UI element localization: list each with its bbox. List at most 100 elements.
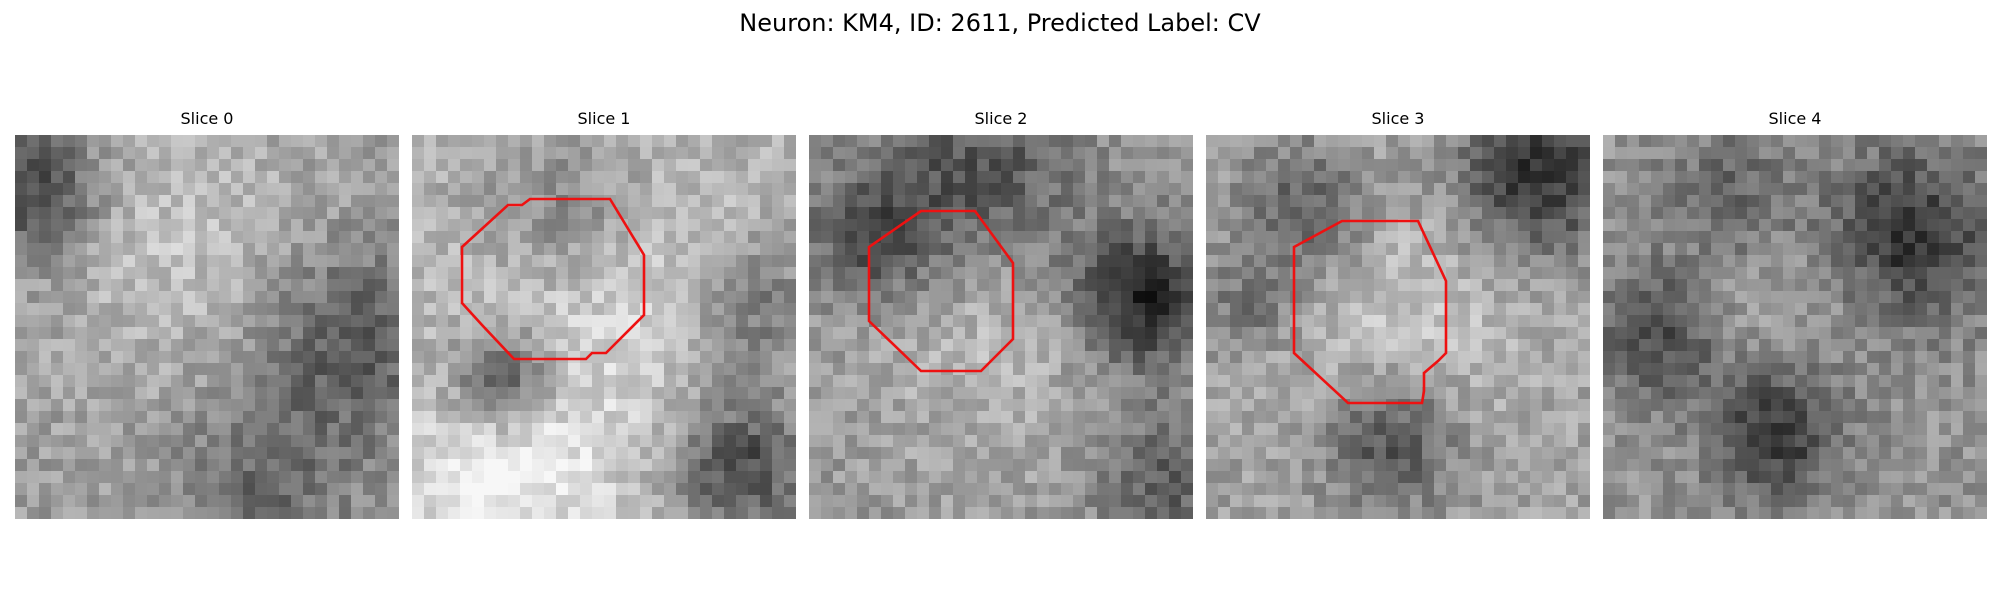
pixel [351, 387, 364, 400]
pixel [279, 219, 292, 232]
pixel [1939, 351, 1952, 364]
pixel [628, 471, 641, 484]
pixel [1470, 243, 1483, 256]
pixel [87, 495, 100, 508]
pixel [436, 399, 449, 412]
pixel [1494, 171, 1507, 184]
pixel [1386, 459, 1399, 472]
pixel [412, 147, 425, 160]
pixel [99, 483, 112, 496]
pixel [1939, 375, 1952, 388]
pixel [941, 447, 954, 460]
pixel [207, 159, 220, 172]
pixel [652, 327, 665, 340]
pixel [821, 423, 834, 436]
pixel [809, 183, 822, 196]
pixel [580, 471, 593, 484]
pixel [1085, 183, 1098, 196]
pixel [1915, 423, 1928, 436]
pixel [15, 339, 28, 352]
pixel [833, 147, 846, 160]
pixel [1927, 255, 1940, 268]
pixel [1326, 435, 1339, 448]
pixel [664, 435, 677, 448]
pixel [412, 447, 425, 460]
pixel [748, 435, 761, 448]
pixel [111, 375, 124, 388]
pixel [917, 327, 930, 340]
pixel [1494, 375, 1507, 388]
pixel [893, 375, 906, 388]
pixel [135, 207, 148, 220]
pixel [291, 471, 304, 484]
pixel [1542, 363, 1555, 376]
pixel [1951, 423, 1964, 436]
pixel [1073, 243, 1086, 256]
pixel [1001, 327, 1014, 340]
pixel [1145, 315, 1158, 328]
pixel [676, 315, 689, 328]
pixel [676, 435, 689, 448]
pixel [1037, 483, 1050, 496]
pixel [1278, 279, 1291, 292]
pixel [1266, 219, 1279, 232]
pixel [845, 279, 858, 292]
pixel [39, 363, 52, 376]
pixel [87, 147, 100, 160]
pixel [1037, 375, 1050, 388]
pixel [279, 411, 292, 424]
pixel [1025, 507, 1038, 519]
pixel [857, 423, 870, 436]
pixel [568, 171, 581, 184]
pixel [1783, 135, 1796, 148]
pixel [171, 483, 184, 496]
pixel [809, 423, 822, 436]
pixel [1314, 159, 1327, 172]
pixel [159, 447, 172, 460]
pixel [1518, 339, 1531, 352]
pixel [520, 387, 533, 400]
pixel [1723, 255, 1736, 268]
slice-title-4: Slice 4 [1768, 109, 1822, 128]
pixel [1386, 471, 1399, 484]
pixel [1037, 327, 1050, 340]
pixel [1278, 459, 1291, 472]
pixel [821, 159, 834, 172]
pixel [1759, 267, 1772, 280]
pixel [1795, 183, 1808, 196]
pixel [1025, 375, 1038, 388]
pixel [724, 279, 737, 292]
pixel [772, 363, 785, 376]
pixel [628, 387, 641, 400]
pixel [1494, 399, 1507, 412]
pixel [1410, 507, 1423, 519]
pixel [712, 339, 725, 352]
pixel [604, 423, 617, 436]
pixel [592, 279, 605, 292]
pixel [640, 147, 653, 160]
pixel [363, 339, 376, 352]
pixel [1530, 351, 1543, 364]
pixel [1169, 303, 1182, 316]
pixel [748, 279, 761, 292]
slice-image-4 [1603, 135, 1987, 519]
pixel [616, 291, 629, 304]
pixel [1434, 471, 1447, 484]
pixel [63, 351, 76, 364]
pixel [1386, 387, 1399, 400]
pixel [15, 135, 28, 148]
pixel [592, 339, 605, 352]
pixel [412, 399, 425, 412]
pixel [977, 507, 990, 519]
pixel [821, 231, 834, 244]
pixel [363, 219, 376, 232]
pixel [1759, 291, 1772, 304]
pixel [1735, 363, 1748, 376]
pixel [183, 435, 196, 448]
pixel [1302, 267, 1315, 280]
pixel [556, 171, 569, 184]
pixel [1302, 291, 1315, 304]
pixel [291, 483, 304, 496]
pixel [472, 399, 485, 412]
pixel [1133, 375, 1146, 388]
